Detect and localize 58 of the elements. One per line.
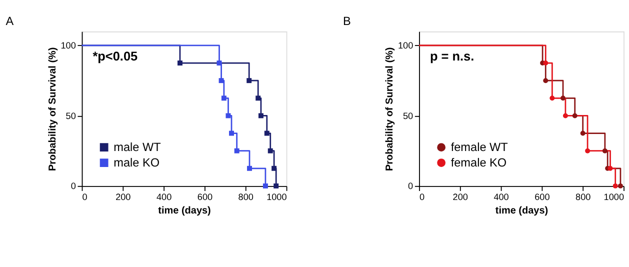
point [543, 60, 548, 66]
y-tick-label: 100 [60, 40, 76, 51]
point [264, 130, 270, 136]
point [221, 96, 226, 101]
x-tick-label: 200 [116, 192, 131, 202]
point [247, 166, 252, 171]
legend-label: female KO [450, 155, 507, 170]
x-tick-label: 800 [576, 192, 591, 202]
point [602, 148, 608, 154]
point [268, 148, 273, 154]
y-axis-title: Probability of Survival (%) [384, 47, 396, 171]
point [608, 166, 613, 171]
x-tick-label: 1000 [266, 192, 287, 202]
x-tick-label: 0 [82, 192, 88, 202]
y-axis-title: Probability of Survival (%) [47, 47, 58, 171]
point [618, 183, 623, 188]
point [560, 96, 566, 101]
x-tick-label: 800 [238, 192, 254, 202]
x-tick-label: 1000 [604, 192, 624, 202]
point [585, 148, 590, 154]
point [572, 113, 578, 118]
legend-label: male KO [114, 155, 160, 170]
x-axis-title: time (days) [495, 206, 548, 217]
point [256, 96, 261, 101]
point [229, 130, 234, 136]
chart-title: A [6, 14, 14, 28]
legend-label: female WT [450, 140, 508, 154]
y-tick-label: 0 [70, 181, 76, 192]
x-tick-label: 400 [156, 192, 172, 202]
annotation: p = n.s. [430, 48, 474, 64]
chart-title: B [342, 14, 351, 28]
point [612, 183, 618, 188]
point [216, 60, 222, 66]
point [543, 78, 548, 84]
x-tick-label: 0 [419, 192, 425, 202]
y-tick-label: 100 [398, 40, 414, 51]
x-tick-label: 600 [197, 192, 213, 202]
x-axis-title: time (days) [158, 206, 211, 217]
y-tick-label: 50 [66, 110, 76, 121]
y-tick-label: 0 [408, 181, 414, 192]
y-tick-label: 50 [403, 110, 414, 121]
x-tick-label: 600 [534, 192, 550, 202]
annotation: *p<0.05 [92, 48, 138, 64]
legend-label: male WT [114, 140, 161, 154]
point [272, 166, 277, 171]
point [550, 96, 555, 101]
x-tick-label: 400 [494, 192, 509, 202]
point [262, 183, 268, 188]
point [246, 78, 252, 84]
point [177, 60, 182, 66]
point [218, 78, 224, 84]
point [258, 113, 264, 118]
x-tick-label: 200 [452, 192, 468, 202]
point [226, 113, 231, 118]
point [562, 113, 568, 118]
point [274, 183, 279, 188]
point [234, 148, 240, 154]
point [580, 130, 586, 136]
